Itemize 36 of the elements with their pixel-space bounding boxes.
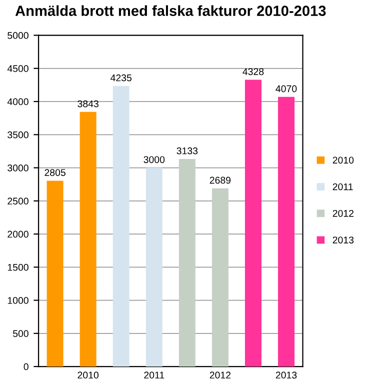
data-label: 4235 xyxy=(110,74,132,82)
bar xyxy=(112,86,130,367)
bar xyxy=(80,112,96,367)
data-label: 4070 xyxy=(276,85,297,92)
y-tick-label: 5000 xyxy=(8,32,28,39)
bar xyxy=(178,158,196,367)
y-tick-label: 0 xyxy=(24,363,28,370)
data-label: 3133 xyxy=(176,147,198,154)
bar xyxy=(46,180,64,367)
x-tick-label: 2010 xyxy=(78,372,99,379)
legend-label: 2013 xyxy=(332,236,354,244)
y-tick-label: 2000 xyxy=(8,230,28,238)
data-label: 3000 xyxy=(144,156,165,164)
x-tick-label: 2012 xyxy=(210,372,231,379)
y-tick-label: 3500 xyxy=(8,131,28,138)
bar xyxy=(244,80,262,367)
y-tick-label: 1500 xyxy=(8,264,28,271)
bar xyxy=(278,96,295,367)
y-tick-label: 1000 xyxy=(8,297,28,304)
legend-label: 2010 xyxy=(332,156,354,164)
y-tick-label: 4500 xyxy=(7,65,28,72)
y-tick-label: 2500 xyxy=(8,198,28,205)
data-label: 4328 xyxy=(242,68,264,76)
y-tick-label: 4000 xyxy=(7,98,28,106)
data-label: 2689 xyxy=(210,176,231,184)
legend-label: 2011 xyxy=(332,183,353,190)
x-tick-label: 2011 xyxy=(144,372,164,379)
bar xyxy=(146,168,162,367)
legend-label: 2012 xyxy=(332,210,354,217)
chart-title: Anmälda brott med falska fakturor 2010-2013 xyxy=(15,5,326,16)
x-tick-label: 2013 xyxy=(276,372,297,379)
data-label: 2805 xyxy=(44,169,66,176)
y-tick-label: 3000 xyxy=(8,164,28,172)
bar xyxy=(212,188,228,367)
y-tick-label: 500 xyxy=(12,330,28,338)
data-label: 3843 xyxy=(78,100,98,108)
